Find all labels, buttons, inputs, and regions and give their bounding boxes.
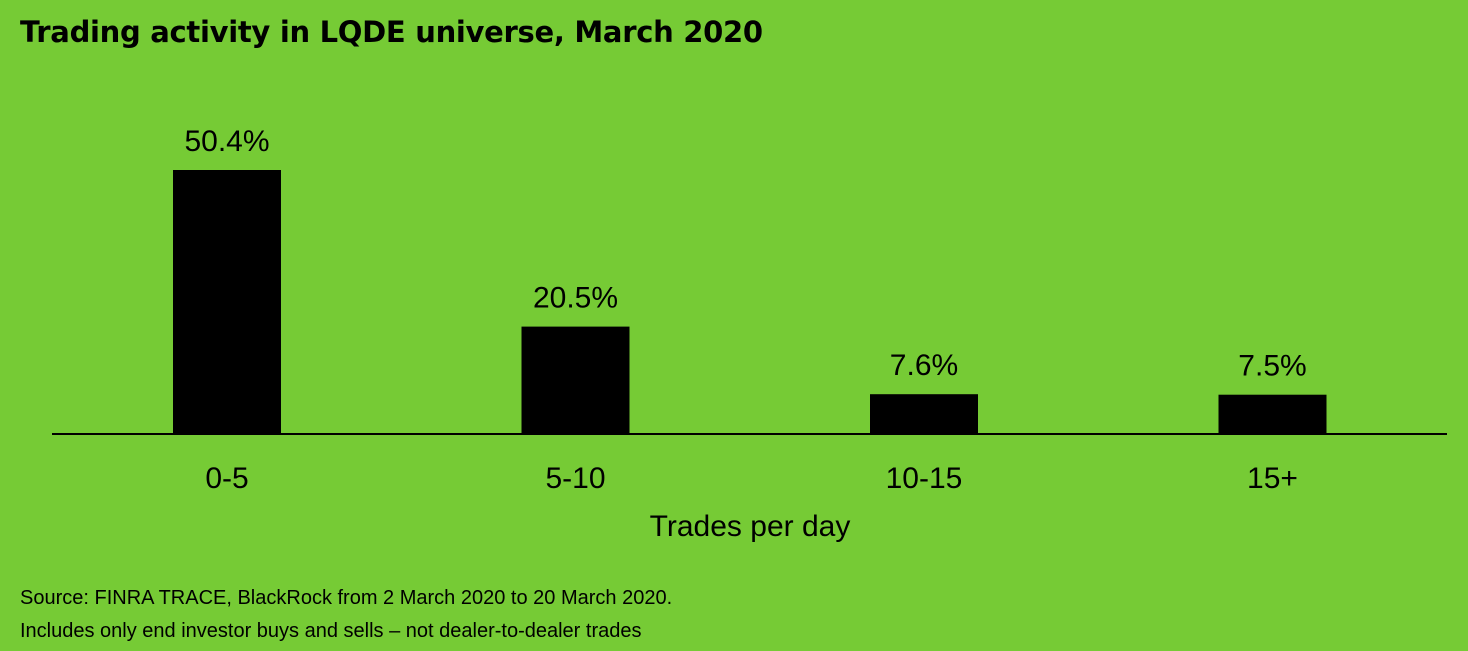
x-tick-label: 5-10 [545,462,605,495]
source-note: Source: FINRA TRACE, BlackRock from 2 Ma… [20,587,673,609]
bar [1218,394,1327,434]
data-label: 20.5% [533,282,618,315]
bar [173,170,281,434]
scope-note: Includes only end investor buys and sell… [20,620,642,642]
bar [521,326,630,434]
x-tick-label: 10-15 [886,462,963,495]
x-tick-label: 0-5 [205,462,248,495]
data-labels-group: 50.4% 20.5% 7.6% 7.5% [184,125,1306,383]
data-label: 7.5% [1238,350,1306,383]
x-tick-labels-group: 0-5 5-10 10-15 15+ [205,462,1298,495]
bars-group [173,170,1327,434]
chart-title: Trading activity in LQDE universe, March… [20,15,763,49]
data-label: 50.4% [184,125,269,158]
x-tick-label: 15+ [1247,462,1298,495]
bar [870,394,978,434]
data-label: 7.6% [890,349,958,382]
x-axis-title: Trades per day [650,510,851,543]
